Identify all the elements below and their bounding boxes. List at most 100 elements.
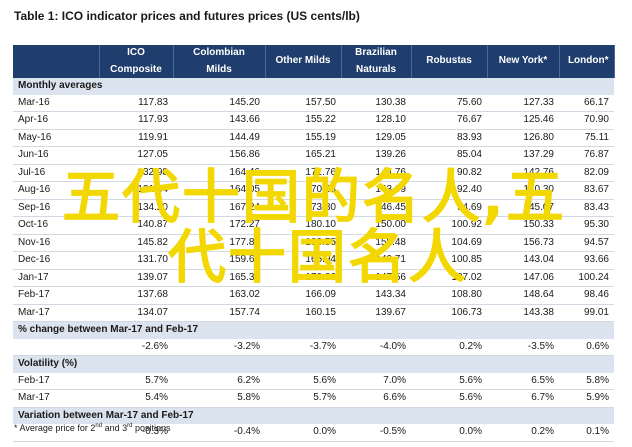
table-row: Sep-16 134.20 167.24 173.80 146.45 94.69 145.0… bbox=[13, 199, 614, 217]
table-cell: 94.57 bbox=[559, 234, 614, 252]
section-label: % change between Mar-17 and Feb-17 bbox=[13, 321, 614, 339]
table-cell: 108.80 bbox=[411, 286, 487, 305]
table-cell: 134.07 bbox=[99, 304, 173, 322]
table-cell: 156.86 bbox=[173, 146, 265, 165]
table-cell: 140.87 bbox=[99, 216, 173, 235]
table-cell: 165.94 bbox=[265, 251, 341, 270]
table-cell: 173.80 bbox=[265, 199, 341, 217]
row-label bbox=[13, 424, 99, 442]
table-cell: 5.4% bbox=[99, 389, 173, 408]
table-cell: 7.0% bbox=[341, 372, 411, 390]
table-cell: 98.46 bbox=[559, 286, 614, 305]
section-header-row: % change between Mar-17 and Feb-17 bbox=[13, 321, 614, 339]
header-london: London* bbox=[559, 45, 615, 78]
row-label: Sep-16 bbox=[13, 199, 99, 217]
table-cell: 143.34 bbox=[341, 286, 411, 305]
table-row: Oct-16 140.87 172.27 180.10 150.00 100.92 150.… bbox=[13, 216, 614, 235]
table-cell: 160.15 bbox=[265, 304, 341, 322]
table-cell: 150.33 bbox=[487, 216, 559, 235]
table-cell: 142.76 bbox=[487, 164, 559, 182]
table-cell: 156.73 bbox=[487, 234, 559, 252]
table-cell: 137.29 bbox=[487, 146, 559, 165]
table-cell: 143.66 bbox=[173, 111, 265, 130]
table-cell: 0.2% bbox=[487, 424, 559, 442]
row-label: Jan-17 bbox=[13, 269, 99, 287]
row-label: May-16 bbox=[13, 129, 99, 147]
row-label: Mar-17 bbox=[13, 304, 99, 322]
table-title: Table 1: ICO indicator prices and future… bbox=[14, 9, 360, 23]
table-cell: 157.74 bbox=[173, 304, 265, 322]
table-cell: 183.55 bbox=[265, 234, 341, 252]
row-label: Oct-16 bbox=[13, 216, 99, 235]
section-label: Variation between Mar-17 and Feb-17 bbox=[13, 407, 614, 424]
table-cell: 144.76 bbox=[341, 164, 411, 182]
table-cell: 5.7% bbox=[265, 389, 341, 408]
table-cell: 145.20 bbox=[173, 94, 265, 112]
table-cell: 117.83 bbox=[99, 94, 173, 112]
table-cell: 144.49 bbox=[173, 129, 265, 147]
ico-price-table: ICO Composite Colombian Milds Other Milds … bbox=[13, 45, 615, 442]
table-cell: 166.09 bbox=[265, 286, 341, 305]
table-cell: 100.85 bbox=[411, 251, 487, 270]
table-cell: 107.02 bbox=[411, 269, 487, 287]
table-cell: 165.21 bbox=[265, 146, 341, 165]
table-row: Apr-16 117.93 143.66 155.22 128.10 76.67 125.4… bbox=[13, 111, 614, 130]
table-cell: 125.46 bbox=[487, 111, 559, 130]
table-row: -0.3% -0.4% 0.0% -0.5% 0.0% 0.2% 0.1% bbox=[13, 424, 614, 442]
table-cell: 5.9% bbox=[559, 389, 614, 408]
table-row: -2.6% -3.2% -3.7% -4.0% 0.2% -3.5% 0.6% bbox=[13, 338, 614, 356]
table-cell: 145.82 bbox=[99, 234, 173, 252]
table-cell: 127.33 bbox=[487, 94, 559, 112]
table-cell: 126.80 bbox=[487, 129, 559, 147]
table-cell: 164.46 bbox=[173, 164, 265, 182]
table-cell: 94.69 bbox=[411, 199, 487, 217]
table-cell: 6.7% bbox=[487, 389, 559, 408]
table-cell: 106.73 bbox=[411, 304, 487, 322]
header-new-york: New York* bbox=[487, 45, 560, 78]
table-cell: 139.07 bbox=[99, 269, 173, 287]
table-cell: -2.6% bbox=[99, 338, 173, 356]
header-row: ICO Composite Colombian Milds Other Milds … bbox=[13, 45, 615, 78]
table-cell: 163.02 bbox=[173, 286, 265, 305]
header-ico-composite: ICO Composite bbox=[99, 45, 174, 78]
table-cell: 148.64 bbox=[487, 286, 559, 305]
table-cell: 92.40 bbox=[411, 181, 487, 200]
table-cell: 76.67 bbox=[411, 111, 487, 130]
header-label-col bbox=[13, 45, 100, 78]
watermark-line-2: 代十国名人 bbox=[168, 223, 469, 291]
row-label: Nov-16 bbox=[13, 234, 99, 252]
table-cell: 6.5% bbox=[487, 372, 559, 390]
table-cell: 170.68 bbox=[265, 181, 341, 200]
table-cell: 172.27 bbox=[173, 216, 265, 235]
table-cell: 6.2% bbox=[173, 372, 265, 390]
table-cell: 145.07 bbox=[487, 199, 559, 217]
table-cell: 0.0% bbox=[411, 424, 487, 442]
table-row: Mar-17 134.07 157.74 160.15 139.67 106.73 143.… bbox=[13, 304, 614, 322]
table-cell: 117.93 bbox=[99, 111, 173, 130]
table-cell: 147.56 bbox=[341, 269, 411, 287]
table-cell: 70.90 bbox=[559, 111, 614, 130]
table-cell: 83.93 bbox=[411, 129, 487, 147]
table-cell: 143.38 bbox=[487, 304, 559, 322]
table-cell: 170.86 bbox=[265, 269, 341, 287]
table-cell: 85.04 bbox=[411, 146, 487, 165]
table-cell: 83.43 bbox=[559, 199, 614, 217]
table-cell: 159.62 bbox=[173, 251, 265, 270]
table-cell: 140.71 bbox=[341, 251, 411, 270]
table-cell: 134.20 bbox=[99, 199, 173, 217]
table-cell: 155.22 bbox=[265, 111, 341, 130]
table-row: Jun-16 127.05 156.86 165.21 139.26 85.04 137.2… bbox=[13, 146, 614, 165]
table-cell: 143.04 bbox=[487, 251, 559, 270]
table-row: Jul-16 132.98 164.46 171.76 144.76 90.82 142.7… bbox=[13, 164, 614, 182]
section-label: Monthly averages bbox=[13, 78, 614, 95]
table-cell: 99.01 bbox=[559, 304, 614, 322]
section-header-row: Variation between Mar-17 and Feb-17 bbox=[13, 407, 614, 424]
table-cell: -0.3% bbox=[99, 424, 173, 442]
table-cell: -3.5% bbox=[487, 338, 559, 356]
section-header-row: Volatility (%) bbox=[13, 355, 614, 373]
table-cell: 5.8% bbox=[559, 372, 614, 390]
table-row: Feb-17 137.68 163.02 166.09 143.34 108.80 148.… bbox=[13, 286, 614, 305]
table-cell: 139.26 bbox=[341, 146, 411, 165]
table-cell: 180.10 bbox=[265, 216, 341, 235]
table-row: Jan-17 139.07 165.38 170.86 147.56 107.02 147.… bbox=[13, 269, 614, 287]
